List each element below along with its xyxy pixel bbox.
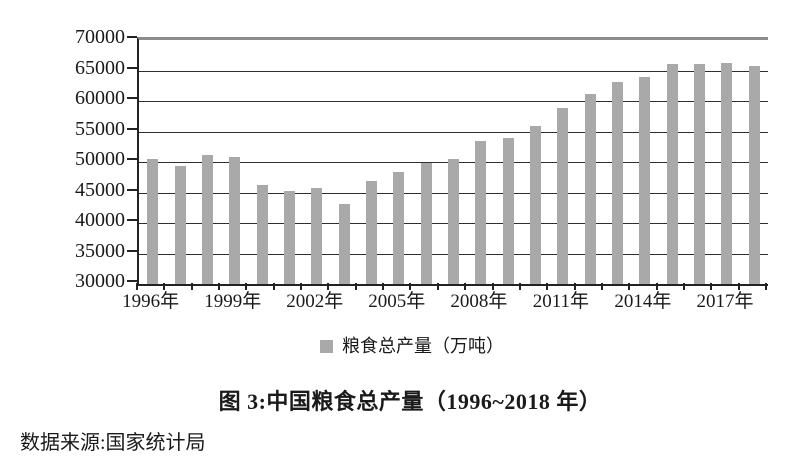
y-axis-label-65000: 65000 — [75, 56, 125, 79]
gridline-55000 — [139, 131, 768, 133]
plot-area — [137, 37, 768, 286]
bar-2018 — [748, 65, 760, 284]
x-axis-label-2005: 2005年 — [368, 291, 426, 312]
x-axis-tick-0 — [136, 283, 138, 290]
bar-2005 — [393, 171, 405, 284]
x-axis-tick-9 — [382, 283, 385, 290]
bar-2006 — [420, 163, 432, 284]
x-axis-tick-15 — [546, 283, 549, 290]
x-axis-tick-5 — [272, 283, 275, 290]
bar-2017 — [721, 63, 733, 284]
x-axis-tick-3 — [218, 283, 221, 290]
bar-2014 — [639, 76, 651, 284]
x-axis-tick-11 — [436, 283, 439, 290]
bar-2008 — [475, 141, 487, 284]
bar-2011 — [557, 108, 569, 284]
x-axis-tick-10 — [409, 283, 412, 290]
data-source-note: 数据来源:国家统计局 — [20, 432, 206, 454]
y-axis-tick-50000 — [127, 158, 137, 160]
x-axis-label-2011: 2011年 — [532, 291, 590, 312]
bar-2015 — [666, 64, 678, 284]
x-axis-tick-20 — [682, 283, 685, 290]
x-axis-tick-17 — [600, 283, 603, 290]
x-axis-label-2002: 2002年 — [286, 291, 344, 312]
x-axis-tick-16 — [573, 283, 576, 290]
x-axis-tick-8 — [354, 283, 357, 290]
legend: 粮食总产量（万吨） — [12, 336, 800, 356]
bar-2002 — [311, 188, 323, 284]
bar-1999 — [229, 156, 241, 284]
bar-2013 — [612, 82, 624, 284]
x-axis-label-2008: 2008年 — [450, 291, 508, 312]
y-axis-tick-60000 — [127, 97, 137, 99]
bar-2012 — [584, 93, 596, 284]
figure-caption: 图 3:中国粮食总产量（1996~2018 年） — [218, 389, 602, 414]
x-axis-label-1999: 1999年 — [204, 291, 262, 312]
gridline-65000 — [139, 70, 768, 72]
x-axis-tick-21 — [710, 283, 713, 290]
y-axis-label-40000: 40000 — [75, 209, 125, 231]
x-axis-label-2014: 2014年 — [614, 291, 672, 312]
x-axis-tick-6 — [300, 283, 303, 290]
y-axis-label-30000: 30000 — [75, 270, 125, 292]
legend-swatch-icon — [320, 339, 333, 353]
y-axis-tick-55000 — [127, 127, 137, 130]
bar-1998 — [201, 154, 213, 284]
y-axis-label-55000: 55000 — [75, 117, 125, 140]
x-axis-tick-18 — [628, 283, 631, 290]
x-axis-label-1996: 1996年 — [122, 291, 180, 312]
gridline-60000 — [139, 101, 768, 102]
bar-2010 — [530, 125, 542, 284]
bar-2000 — [256, 185, 268, 284]
bar-1997 — [174, 165, 186, 284]
y-axis-tick-40000 — [127, 219, 137, 221]
y-axis-tick-70000 — [127, 36, 137, 38]
bar-2009 — [502, 137, 514, 284]
x-axis-tick-22 — [737, 283, 740, 290]
x-axis-tick-13 — [491, 283, 494, 290]
bar-2007 — [448, 159, 459, 284]
y-axis-label-70000: 70000 — [75, 26, 125, 48]
y-axis-label-45000: 45000 — [75, 178, 125, 201]
legend-label: 粮食总产量（万吨） — [342, 336, 504, 356]
y-axis-label-35000: 35000 — [75, 239, 125, 262]
x-axis-tick-14 — [518, 283, 521, 290]
bar-2016 — [694, 64, 706, 284]
x-axis-tick-2 — [190, 283, 193, 290]
y-axis-tick-45000 — [127, 188, 137, 191]
bar-2004 — [365, 180, 377, 284]
x-axis-tick-1 — [163, 283, 166, 290]
x-axis-tick-12 — [464, 283, 467, 290]
y-axis-label-50000: 50000 — [75, 148, 125, 170]
x-axis-tick-4 — [245, 283, 248, 290]
x-axis-label-2017: 2017年 — [696, 291, 754, 312]
y-axis-label-60000: 60000 — [75, 87, 125, 109]
y-axis-tick-35000 — [127, 249, 137, 252]
y-axis-tick-30000 — [127, 280, 137, 282]
x-axis-tick-19 — [655, 283, 658, 290]
x-axis-tick-23 — [765, 283, 767, 290]
bar-2001 — [283, 190, 295, 284]
x-axis-tick-7 — [327, 283, 330, 290]
bar-2003 — [338, 204, 350, 284]
y-axis-tick-65000 — [127, 66, 137, 69]
bar-1996 — [147, 159, 159, 284]
